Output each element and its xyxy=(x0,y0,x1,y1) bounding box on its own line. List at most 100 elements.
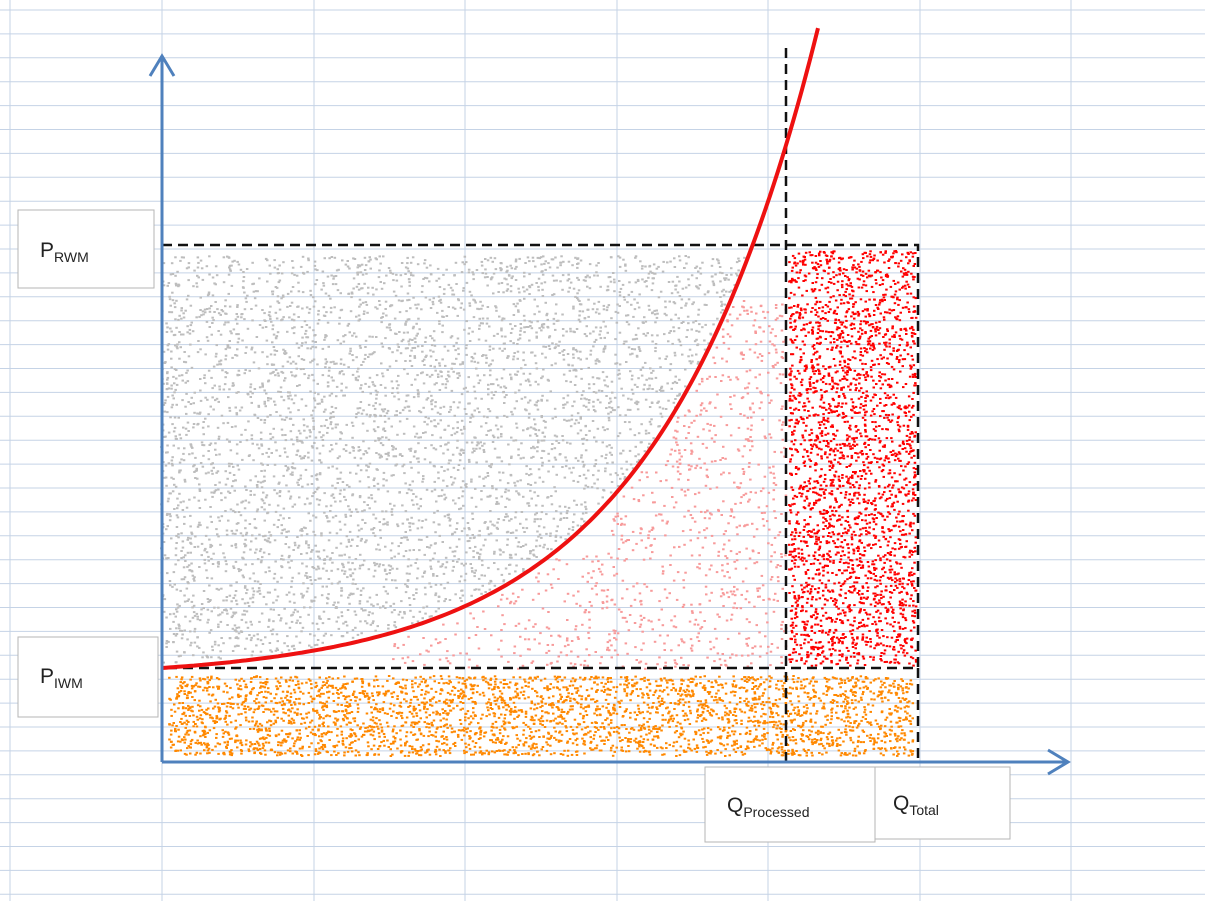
dot xyxy=(288,517,291,519)
dot xyxy=(701,378,704,380)
dot xyxy=(316,447,319,449)
dot xyxy=(261,351,264,353)
dot xyxy=(741,594,744,596)
dot xyxy=(745,638,748,640)
dot xyxy=(340,358,343,360)
dot xyxy=(426,423,429,425)
dot xyxy=(325,293,328,295)
dot xyxy=(481,265,484,267)
dot xyxy=(399,420,402,422)
dot xyxy=(472,357,475,359)
dot xyxy=(484,521,487,523)
dot xyxy=(240,532,243,534)
dot xyxy=(554,447,557,449)
dot xyxy=(307,452,310,454)
dot xyxy=(256,510,259,512)
dot xyxy=(489,349,492,351)
dot xyxy=(508,463,511,465)
dot xyxy=(175,486,178,488)
dot xyxy=(308,375,311,377)
dot xyxy=(269,414,272,416)
dot xyxy=(450,476,453,478)
dot xyxy=(243,276,246,278)
dot xyxy=(635,543,638,545)
dot xyxy=(324,409,327,411)
dot xyxy=(765,613,768,615)
dot xyxy=(244,369,247,371)
dot xyxy=(207,609,210,611)
dot xyxy=(239,410,242,412)
dot xyxy=(526,289,529,291)
dot xyxy=(309,361,312,363)
dot xyxy=(651,272,654,274)
dot xyxy=(496,527,499,529)
dot xyxy=(480,322,483,324)
dot xyxy=(347,366,350,368)
dot xyxy=(309,633,312,635)
dot xyxy=(360,528,363,530)
dot xyxy=(190,446,193,448)
dot xyxy=(517,358,520,360)
dot xyxy=(478,411,481,413)
dot xyxy=(471,271,474,273)
dot xyxy=(168,282,171,284)
dot xyxy=(177,559,180,561)
dot xyxy=(281,318,284,320)
dot xyxy=(733,591,736,593)
dot xyxy=(726,620,729,622)
dot xyxy=(620,452,623,454)
dot xyxy=(652,370,655,372)
dot xyxy=(280,577,283,579)
dot xyxy=(671,343,674,345)
dot xyxy=(387,452,390,454)
dot xyxy=(725,530,728,532)
dot xyxy=(543,263,546,265)
dot xyxy=(404,583,407,585)
dot xyxy=(430,403,433,405)
dot xyxy=(333,306,336,308)
dot xyxy=(411,339,414,341)
dot xyxy=(481,564,484,566)
dot xyxy=(501,319,504,321)
dot xyxy=(639,479,642,481)
dot xyxy=(597,503,600,505)
dot xyxy=(482,611,485,613)
dot xyxy=(605,395,608,397)
dot xyxy=(413,426,416,428)
dot xyxy=(199,619,202,621)
dot xyxy=(170,358,173,360)
dot xyxy=(533,418,536,420)
dot xyxy=(462,505,465,507)
dot xyxy=(322,434,325,436)
dot xyxy=(191,601,194,603)
dot xyxy=(296,342,299,344)
dot xyxy=(455,342,458,344)
dot xyxy=(443,406,446,408)
dot xyxy=(772,366,775,368)
dot xyxy=(391,611,394,613)
dot xyxy=(414,436,417,438)
dot xyxy=(246,268,249,270)
dot xyxy=(586,556,589,558)
dot xyxy=(704,517,707,519)
dot xyxy=(780,513,783,515)
dot xyxy=(415,588,418,590)
dot xyxy=(699,414,702,416)
dot xyxy=(467,522,470,524)
dot xyxy=(254,388,257,390)
dot xyxy=(770,651,773,653)
dot xyxy=(606,601,609,603)
dot xyxy=(186,370,189,372)
dot xyxy=(385,437,388,439)
dot xyxy=(265,326,268,328)
dot xyxy=(190,324,193,326)
dot xyxy=(582,513,585,515)
dot xyxy=(203,374,206,376)
dot xyxy=(722,328,725,330)
dot xyxy=(246,295,249,297)
dot xyxy=(664,301,667,303)
dot xyxy=(741,655,744,657)
dot xyxy=(389,605,392,607)
dot xyxy=(620,468,623,470)
dot xyxy=(340,595,343,597)
